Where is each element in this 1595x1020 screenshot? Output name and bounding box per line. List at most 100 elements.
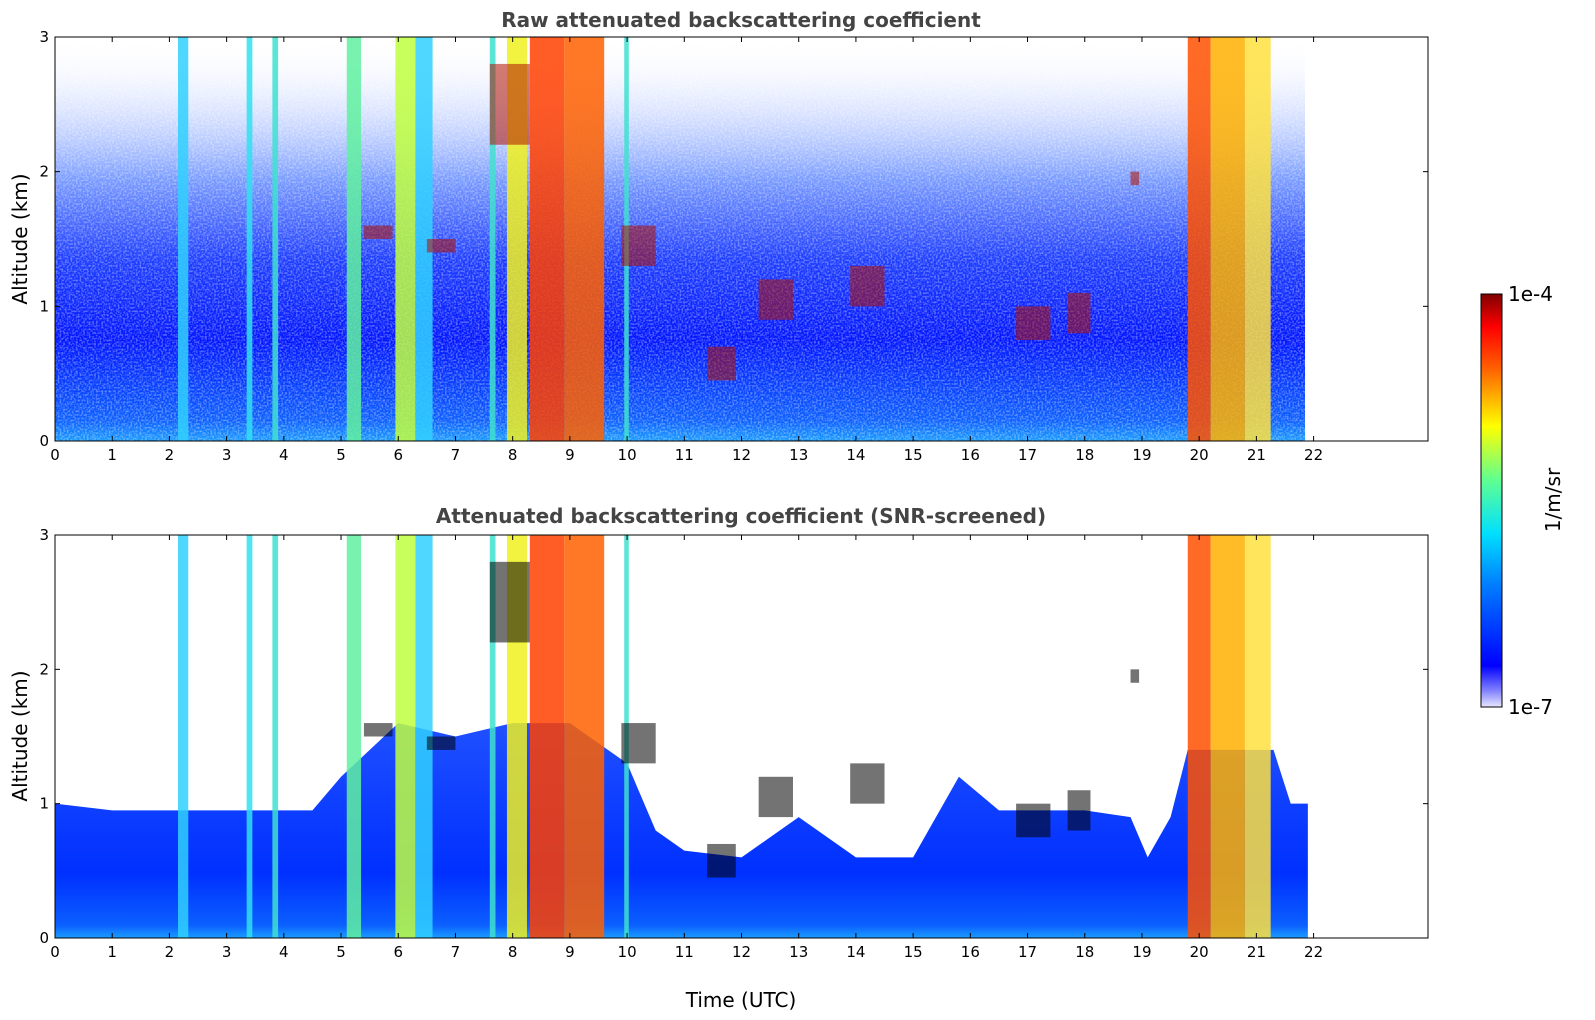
aerosol-band — [272, 37, 279, 441]
y-tick-label: 0 — [39, 929, 49, 947]
aerosol-band — [489, 37, 496, 441]
x-tick-label: 16 — [961, 943, 980, 961]
x-tick-label: 12 — [732, 446, 751, 464]
y-axis-label-screened: Altitude (km) — [8, 670, 32, 801]
heatmap-raw — [55, 37, 1305, 441]
y-tick-label: 1 — [39, 297, 49, 315]
x-tick-label: 20 — [1190, 446, 1209, 464]
aerosol-band — [415, 37, 433, 441]
aerosol-band — [1187, 535, 1211, 938]
colorbar-min-label: 1e-7 — [1508, 695, 1553, 719]
aerosol-band — [1244, 37, 1271, 441]
screened-background — [55, 723, 1308, 938]
x-tick-label: 4 — [279, 446, 289, 464]
cloud-feature — [1016, 803, 1051, 838]
aerosol-band — [395, 37, 416, 441]
cloud-feature — [426, 239, 456, 253]
chart-title-raw: Raw attenuated backscattering coefficien… — [501, 8, 981, 32]
y-tick-label: 3 — [39, 526, 49, 544]
aerosol-band — [415, 535, 433, 938]
cloud-feature — [1130, 669, 1140, 683]
x-tick-label: 7 — [451, 446, 461, 464]
x-tick-label: 18 — [1075, 446, 1094, 464]
heatmap-bands-raw — [177, 37, 1271, 441]
cloud-feature — [850, 763, 885, 804]
x-tick-label: 15 — [904, 446, 923, 464]
cloud-feature — [489, 63, 530, 145]
colorbar-unit-label: 1/m/sr — [1541, 467, 1565, 532]
x-tick-label: 11 — [675, 446, 694, 464]
x-tick-label: 17 — [1018, 446, 1037, 464]
colorbar-gradient — [1480, 293, 1503, 708]
cloud-feature — [363, 225, 393, 239]
cloud-feature — [426, 736, 456, 750]
cloud-feature — [707, 346, 736, 381]
aerosol-band — [272, 535, 279, 938]
aerosol-band — [346, 37, 362, 441]
noise-speckle — [55, 37, 1305, 441]
x-tick-label: 9 — [565, 446, 575, 464]
chart-screened: Attenuated backscattering coefficient (S… — [8, 504, 1429, 1012]
x-tick-label: 15 — [904, 943, 923, 961]
x-tick-label: 0 — [50, 446, 60, 464]
y-tick-label: 0 — [39, 432, 49, 450]
x-tick-label: 10 — [618, 446, 637, 464]
aerosol-band — [489, 535, 496, 938]
cloud-feature — [489, 561, 530, 643]
cloud-feature — [1016, 306, 1051, 340]
aerosol-band — [564, 535, 605, 938]
x-tick-label: 0 — [50, 943, 60, 961]
x-tick-label: 22 — [1304, 943, 1323, 961]
x-tick-label: 21 — [1247, 446, 1266, 464]
x-tick-label: 19 — [1132, 446, 1151, 464]
x-tick-label: 20 — [1190, 943, 1209, 961]
y-tick-label: 2 — [39, 163, 49, 181]
x-tick-label: 2 — [165, 943, 175, 961]
x-axis-label: Time (UTC) — [685, 988, 797, 1012]
x-tick-label: 8 — [508, 446, 518, 464]
x-tick-label: 13 — [789, 943, 808, 961]
aerosol-band — [246, 535, 253, 938]
cloud-feature — [621, 225, 656, 266]
aerosol-band — [529, 535, 565, 938]
y-tick-label: 3 — [39, 28, 49, 46]
aerosol-band — [246, 37, 253, 441]
cloud-feature — [1067, 790, 1091, 831]
x-tick-label: 1 — [107, 943, 117, 961]
heatmap-bands-screened — [177, 535, 1271, 938]
x-tick-label: 10 — [618, 943, 637, 961]
colorbar-max-label: 1e-4 — [1508, 282, 1553, 306]
x-tick-label: 8 — [508, 943, 518, 961]
colorbar: 1e-4 1e-7 1/m/sr — [1480, 282, 1565, 719]
aerosol-band — [346, 535, 362, 938]
x-tick-label: 7 — [451, 943, 461, 961]
x-tick-label: 5 — [336, 446, 346, 464]
y-tick-label: 1 — [39, 795, 49, 813]
cloud-feature — [1067, 292, 1091, 334]
aerosol-band — [1244, 535, 1271, 938]
cloud-feature — [758, 776, 793, 818]
aerosol-band — [177, 37, 189, 441]
cloud-feature — [758, 279, 793, 320]
cloud-feature — [1130, 171, 1140, 186]
x-tick-label: 6 — [393, 943, 403, 961]
x-tick-label: 17 — [1018, 943, 1037, 961]
y-tick-label: 2 — [39, 660, 49, 678]
x-tick-label: 13 — [789, 446, 808, 464]
x-tick-label: 12 — [732, 943, 751, 961]
y-axis-label-raw: Altitude (km) — [8, 173, 32, 304]
x-tick-label: 18 — [1075, 943, 1094, 961]
x-tick-label: 5 — [336, 943, 346, 961]
x-tick-label: 16 — [961, 446, 980, 464]
aerosol-band — [395, 535, 416, 938]
cloud-feature — [621, 723, 656, 764]
x-tick-label: 3 — [222, 446, 232, 464]
x-tick-label: 21 — [1247, 943, 1266, 961]
x-tick-label: 6 — [393, 446, 403, 464]
chart-title-screened: Attenuated backscattering coefficient (S… — [436, 504, 1046, 528]
x-tick-label: 22 — [1304, 446, 1323, 464]
aerosol-band — [1210, 37, 1245, 441]
x-tick-label: 3 — [222, 943, 232, 961]
x-tick-label: 2 — [165, 446, 175, 464]
